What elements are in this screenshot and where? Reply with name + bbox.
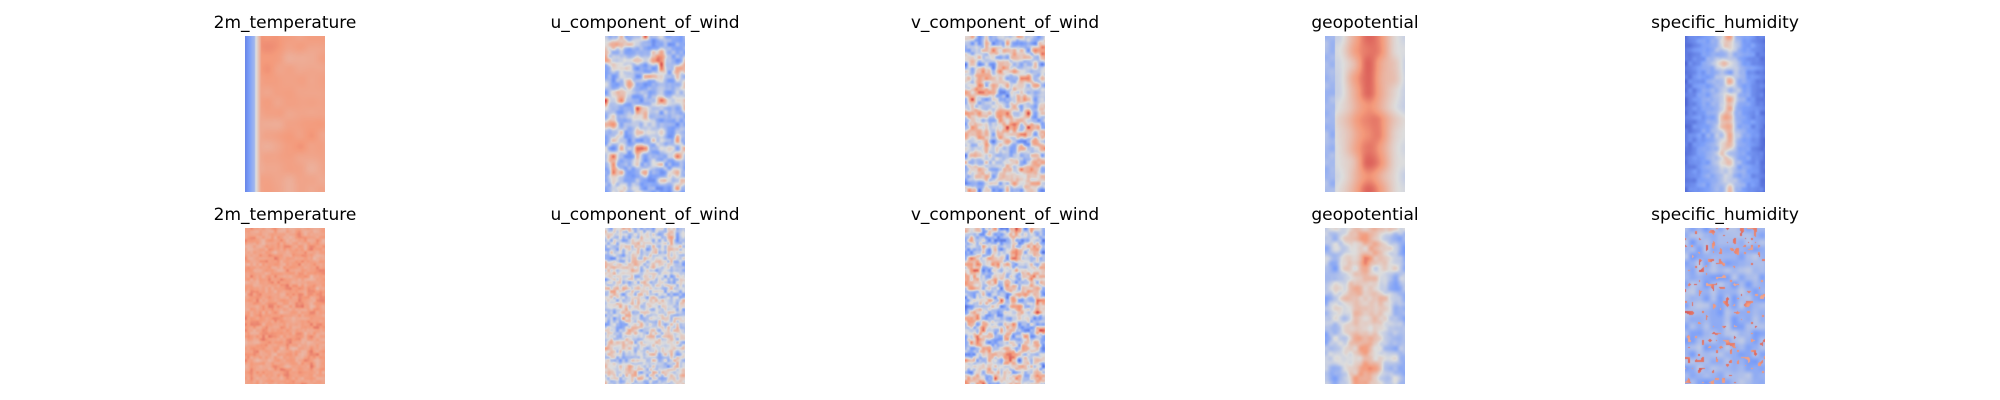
heatmap-image xyxy=(1685,228,1765,384)
panel-title: u_component_of_wind xyxy=(550,13,740,33)
heatmap-image xyxy=(965,36,1045,192)
heatmap-image xyxy=(1685,36,1765,192)
panel-title: specific_humidity xyxy=(1651,205,1799,225)
panel-title: geopotential xyxy=(1311,13,1419,33)
heatmap-image xyxy=(245,228,325,384)
panel-title: v_component_of_wind xyxy=(910,205,1100,225)
heatmap-image xyxy=(605,36,685,192)
heatmap-image xyxy=(965,228,1045,384)
heatmap-image xyxy=(605,228,685,384)
heatmap-image xyxy=(245,36,325,192)
panel-title: 2m_temperature xyxy=(213,13,357,33)
panel-title: u_component_of_wind xyxy=(550,205,740,225)
panel-title: v_component_of_wind xyxy=(910,13,1100,33)
heatmap-image xyxy=(1325,36,1405,192)
heatmap-image xyxy=(1325,228,1405,384)
panel-title: 2m_temperature xyxy=(213,205,357,225)
panel-title: specific_humidity xyxy=(1651,13,1799,33)
panel-title: geopotential xyxy=(1311,205,1419,225)
